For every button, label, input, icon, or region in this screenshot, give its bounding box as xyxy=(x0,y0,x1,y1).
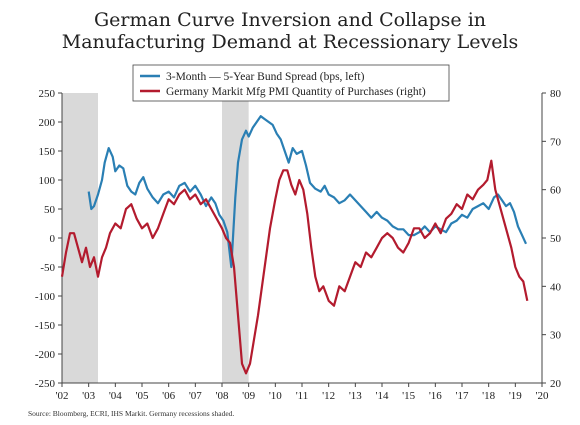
x-tick-label: '14 xyxy=(376,390,389,402)
x-tick-label: '13 xyxy=(349,390,362,402)
x-tick-label: '08 xyxy=(216,390,229,402)
plot-frame xyxy=(61,93,543,384)
left-tick-label: -150 xyxy=(35,320,56,332)
chart-title: German Curve Inversion and Collapse in xyxy=(93,9,487,31)
right-tick-label: 60 xyxy=(550,185,562,197)
x-tick-label: '12 xyxy=(322,390,335,402)
right-tick-label: 20 xyxy=(550,378,562,390)
left-tick-label: 250 xyxy=(39,88,56,100)
left-tick-label: 0 xyxy=(50,233,56,245)
x-tick-label: '18 xyxy=(482,390,495,402)
legend-label: 3-Month — 5-Year Bund Spread (bps, left) xyxy=(166,71,365,83)
x-tick-label: '19 xyxy=(509,390,522,402)
x-tick-label: '02 xyxy=(56,390,69,402)
left-tick-label: -100 xyxy=(35,291,56,303)
right-axis: 80 70 60 50 40 30 20 xyxy=(542,88,562,390)
right-tick-label: 40 xyxy=(550,281,562,293)
right-tick-label: 30 xyxy=(550,330,562,342)
left-axis: 250 200 150 100 50 0 -50 -100 -150 -200 -250 xyxy=(35,88,62,390)
left-tick-label: 150 xyxy=(39,146,56,158)
x-tick-label: '05 xyxy=(136,390,149,402)
left-tick-label: -200 xyxy=(35,349,56,361)
legend-label: Germany Markit Mfg PMI Quantity of Purch… xyxy=(166,86,426,98)
right-tick-label: 70 xyxy=(550,136,562,148)
left-tick-label: -50 xyxy=(40,262,55,274)
series-line-spread xyxy=(87,115,527,269)
x-tick-label: '11 xyxy=(296,390,309,402)
x-tick-label: '09 xyxy=(242,390,255,402)
recession-band-0 xyxy=(62,93,98,383)
left-tick-label: 200 xyxy=(39,117,56,129)
left-tick-label: -250 xyxy=(35,378,56,390)
right-tick-label: 50 xyxy=(550,233,562,245)
series-line-pmi xyxy=(60,159,529,375)
left-tick-label: 50 xyxy=(44,204,56,216)
source-note: Source: Bloomberg, ECRI, IHS Markit. Ger… xyxy=(28,409,235,418)
recession-shading xyxy=(62,93,249,383)
x-tick-label: '06 xyxy=(162,390,175,402)
left-tick-label: 100 xyxy=(39,175,56,187)
chart-subtitle: Manufacturing Demand at Recessionary Lev… xyxy=(61,31,519,53)
series-lines xyxy=(60,115,529,375)
x-tick-label: '03 xyxy=(82,390,95,402)
right-tick-label: 80 xyxy=(550,88,562,100)
x-tick-label: '10 xyxy=(269,390,282,402)
legend: 3-Month — 5-Year Bund Spread (bps, left)… xyxy=(132,64,450,102)
x-tick-label: '04 xyxy=(109,390,122,402)
x-tick-label: '15 xyxy=(402,390,415,402)
x-tick-label: '20 xyxy=(536,390,549,402)
x-tick-label: '07 xyxy=(189,390,202,402)
x-tick-label: '16 xyxy=(429,390,442,402)
x-tick-label: '17 xyxy=(456,390,469,402)
x-axis: '02 '03 '04 '05 '06 '07 '08 '09 '10 '11 '12 '13 '14 '… xyxy=(56,383,549,402)
legend-box xyxy=(132,64,450,102)
